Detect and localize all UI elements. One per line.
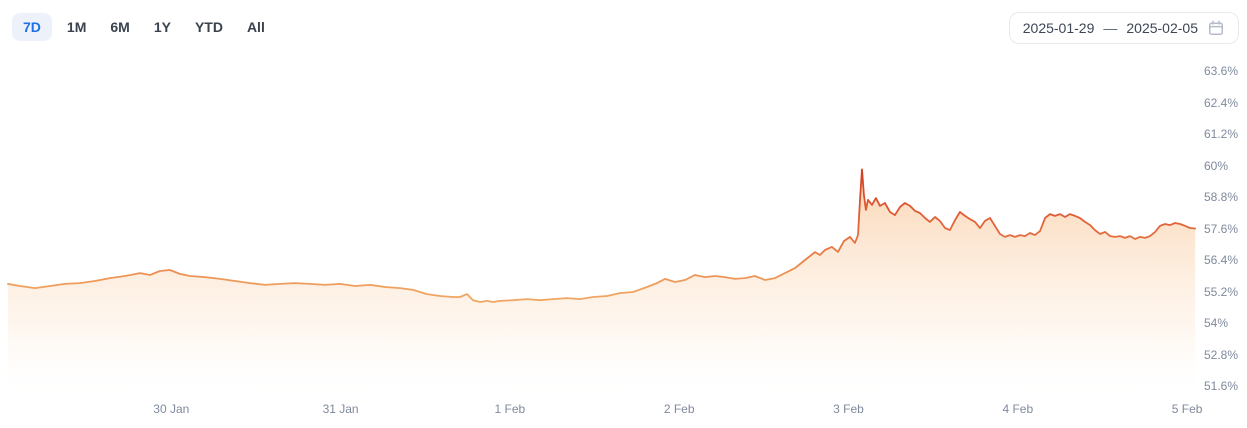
y-axis-tick: 57.6%	[1204, 221, 1239, 236]
y-axis-tick: 63.6%	[1204, 64, 1239, 78]
y-axis-tick: 55.2%	[1204, 284, 1239, 299]
date-range-separator: —	[1103, 20, 1118, 36]
y-axis-tick: 60%	[1204, 158, 1229, 173]
range-button-1m[interactable]: 1M	[58, 13, 95, 41]
range-button-7d[interactable]: 7D	[12, 13, 52, 41]
range-button-1y[interactable]: 1Y	[145, 13, 180, 41]
x-axis-tick: 1 Feb	[494, 402, 526, 416]
date-range-end: 2025-02-05	[1126, 20, 1198, 36]
y-axis-tick: 61.2%	[1204, 127, 1239, 141]
time-range-selector: 7D 1M 6M 1Y YTD All	[12, 13, 274, 41]
y-axis-tick: 58.8%	[1204, 190, 1239, 204]
x-axis-tick: 4 Feb	[1002, 402, 1034, 416]
y-axis-tick: 51.6%	[1204, 379, 1239, 393]
x-axis-tick: 31 Jan	[322, 402, 359, 416]
series-line	[7, 168, 1196, 303]
y-axis-tick: 56.4%	[1204, 253, 1239, 267]
x-axis-tick: 5 Feb	[1171, 402, 1203, 416]
date-range-picker[interactable]: 2025-01-29 — 2025-02-05	[1008, 12, 1239, 44]
x-axis-tick: 30 Jan	[153, 402, 190, 416]
range-button-all[interactable]: All	[238, 13, 274, 41]
date-range-start: 2025-01-29	[1022, 20, 1095, 36]
range-button-6m[interactable]: 6M	[101, 13, 138, 41]
calendar-icon	[1207, 19, 1225, 37]
range-button-ytd[interactable]: YTD	[186, 13, 232, 41]
series-area-fill	[7, 169, 1196, 398]
y-axis-tick: 54%	[1204, 316, 1229, 330]
y-axis-tick: 52.8%	[1204, 347, 1239, 362]
x-axis-tick: 3 Feb	[833, 402, 864, 416]
y-axis-tick: 62.4%	[1204, 95, 1239, 110]
x-axis-tick: 2 Feb	[663, 402, 695, 416]
